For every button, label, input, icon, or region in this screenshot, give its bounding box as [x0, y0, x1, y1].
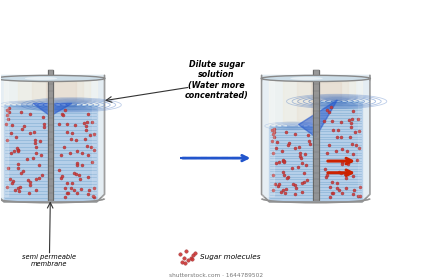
Ellipse shape [0, 75, 105, 81]
Text: Sugar molecules: Sugar molecules [200, 254, 261, 260]
Ellipse shape [261, 75, 370, 81]
Polygon shape [0, 81, 8, 196]
Polygon shape [32, 81, 83, 101]
Polygon shape [262, 75, 370, 202]
Polygon shape [269, 126, 316, 200]
Text: Dilute sugar
solution
(Water more
concentrated): Dilute sugar solution (Water more concen… [184, 60, 249, 100]
Polygon shape [269, 81, 362, 199]
Ellipse shape [25, 77, 57, 80]
Polygon shape [313, 70, 319, 200]
Polygon shape [358, 81, 370, 196]
Polygon shape [92, 81, 104, 196]
Polygon shape [298, 100, 337, 137]
Polygon shape [33, 104, 72, 116]
Text: semi permeable
membrane: semi permeable membrane [23, 254, 77, 267]
Polygon shape [297, 81, 348, 120]
Polygon shape [269, 80, 362, 125]
Polygon shape [48, 70, 53, 200]
Polygon shape [4, 81, 97, 199]
Text: shutterstock.com · 1644789502: shutterstock.com · 1644789502 [169, 273, 264, 278]
Polygon shape [4, 105, 50, 200]
Polygon shape [0, 75, 104, 202]
Polygon shape [283, 81, 355, 122]
Polygon shape [18, 80, 90, 102]
Polygon shape [262, 81, 274, 196]
Polygon shape [311, 82, 341, 118]
Polygon shape [316, 101, 362, 200]
Polygon shape [46, 81, 76, 100]
Polygon shape [4, 80, 97, 104]
Polygon shape [50, 105, 97, 200]
Ellipse shape [290, 77, 323, 80]
